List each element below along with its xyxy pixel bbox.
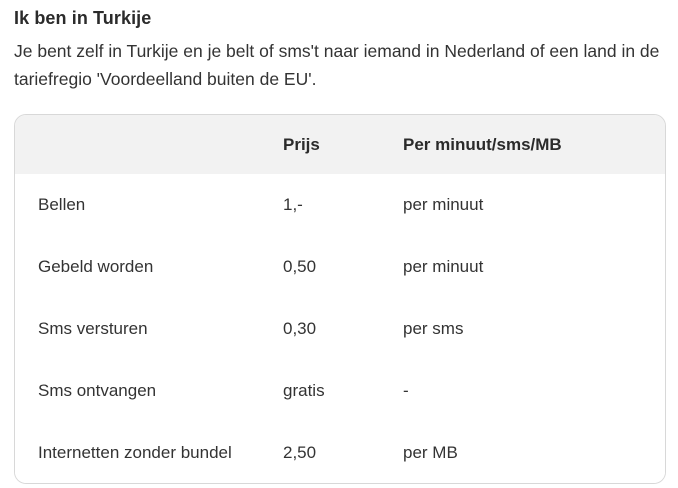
row-price: 2,50 <box>283 443 317 462</box>
row-unit: per MB <box>403 443 458 462</box>
page-title: Ik ben in Turkije <box>14 8 152 28</box>
tariff-card: Prijs Per minuut/sms/MB Bellen 1,- per m… <box>14 114 666 484</box>
table-row: Internetten zonder bundel 2,50 per MB <box>15 422 665 483</box>
page-description: Je bent zelf in Turkije en je belt of sm… <box>14 41 660 89</box>
row-price: gratis <box>283 381 325 400</box>
table-header-row: Prijs Per minuut/sms/MB <box>15 115 665 174</box>
row-label: Internetten zonder bundel <box>38 443 232 462</box>
row-label: Sms versturen <box>38 319 148 338</box>
row-unit: - <box>403 381 409 400</box>
row-label: Bellen <box>38 195 86 214</box>
row-label: Gebeld worden <box>38 257 154 276</box>
row-label: Sms ontvangen <box>38 381 157 400</box>
column-header-empty <box>15 115 283 174</box>
row-price: 0,30 <box>283 319 317 338</box>
table-row: Sms versturen 0,30 per sms <box>15 298 665 360</box>
table-row: Bellen 1,- per minuut <box>15 174 665 236</box>
column-header-price: Prijs <box>283 134 320 154</box>
tariff-table: Prijs Per minuut/sms/MB Bellen 1,- per m… <box>15 115 665 483</box>
row-unit: per minuut <box>403 257 484 276</box>
table-row: Sms ontvangen gratis - <box>15 360 665 422</box>
row-price: 0,50 <box>283 257 317 276</box>
row-price: 1,- <box>283 195 303 214</box>
row-unit: per sms <box>403 319 464 338</box>
column-header-unit: Per minuut/sms/MB <box>403 134 562 154</box>
row-unit: per minuut <box>403 195 484 214</box>
table-row: Gebeld worden 0,50 per minuut <box>15 236 665 298</box>
